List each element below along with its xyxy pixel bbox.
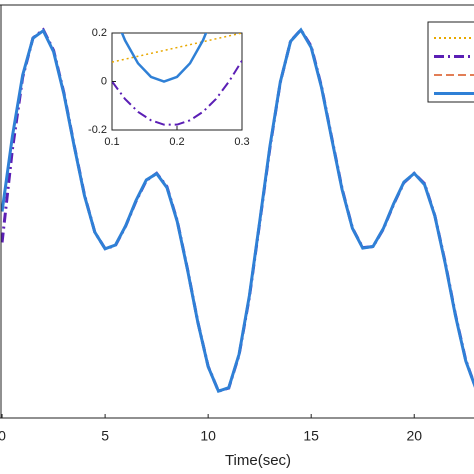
plot-area bbox=[0, 27, 474, 394]
legend-box bbox=[427, 21, 474, 103]
x-tick-label: 5 bbox=[101, 428, 109, 444]
y-tick-label: 0 bbox=[101, 75, 107, 87]
inset-background bbox=[111, 32, 243, 131]
y-tick-label: 0.2 bbox=[92, 27, 107, 39]
y-tick-label: -0.2 bbox=[88, 124, 107, 136]
x-axis-label: Time(sec) bbox=[225, 452, 291, 469]
series-line bbox=[112, 33, 242, 63]
legend bbox=[427, 21, 474, 103]
x-tick-label: 0.2 bbox=[169, 136, 184, 148]
x-tick-label: 0.3 bbox=[234, 136, 249, 148]
series-line bbox=[120, 33, 208, 83]
series-line bbox=[0, 27, 474, 394]
plot-area bbox=[112, 33, 242, 126]
x-tick-label: 20 bbox=[406, 428, 422, 444]
x-tick-label: 0.1 bbox=[104, 136, 119, 148]
series-line bbox=[112, 60, 242, 126]
x-tick-label: 0 bbox=[0, 428, 6, 444]
x-tick-label: 10 bbox=[200, 428, 216, 444]
x-tick-label: 15 bbox=[303, 428, 319, 444]
